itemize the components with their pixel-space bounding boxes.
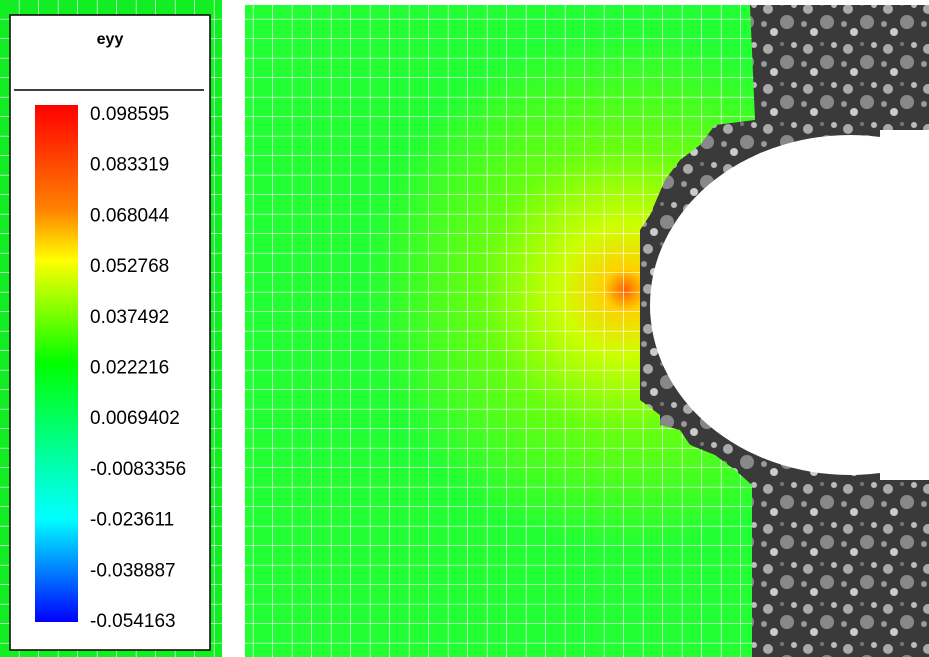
colorbar-label: 0.037492 [90,307,169,328]
colorbar-labels: 0.098595 0.083319 0.068044 0.052768 0.037492… [90,104,186,632]
colorbar-label: 0.083319 [90,155,169,176]
colorbar-label: -0.038887 [90,560,176,581]
colorbar-label: 0.068044 [90,205,170,226]
colorbar-label: 0.052768 [90,256,169,277]
colorbar-label: -0.0083356 [90,459,186,480]
colorbar-label: 0.0069402 [90,408,180,429]
colorbar [35,105,78,622]
colorbar-label: -0.023611 [90,510,174,531]
hole [650,135,929,475]
colorbar-label: -0.054163 [90,611,176,632]
hole-edge [880,130,929,480]
colorbar-label: 0.098595 [90,104,169,125]
mesh-grid [245,5,755,657]
colorbar-label: 0.022216 [90,358,169,379]
legend-title: eyy [97,31,124,48]
